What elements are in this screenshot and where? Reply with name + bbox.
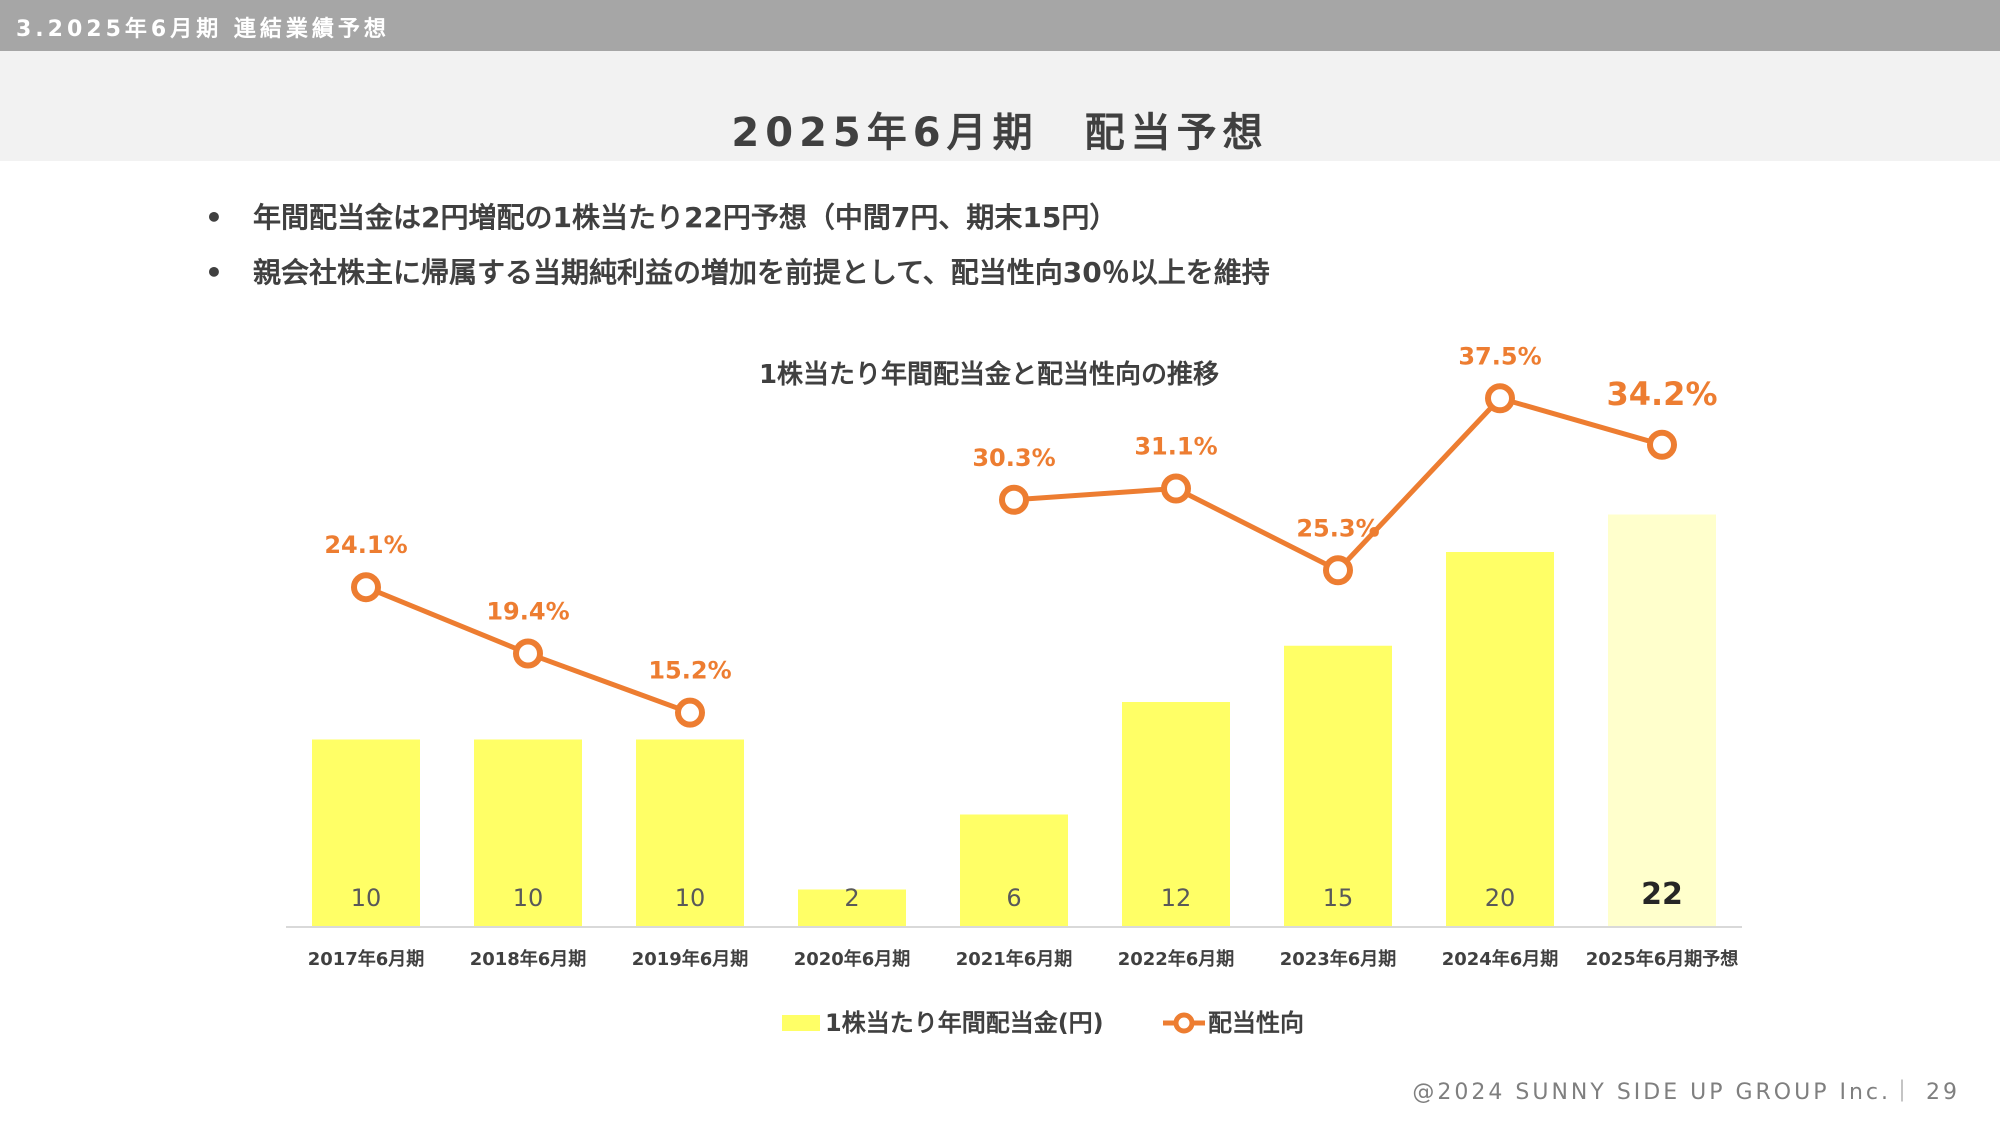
line-value-label: 19.4% <box>486 597 569 625</box>
category-label: 2018年6月期 <box>470 948 587 970</box>
bullet-dot: • <box>205 256 223 289</box>
line-point <box>675 697 705 728</box>
category-label: 2021年6月期 <box>956 948 1073 970</box>
page-number: 29 <box>1926 1080 1960 1105</box>
line-point <box>1161 473 1191 504</box>
line-value-label: 25.3% <box>1296 514 1379 542</box>
bar <box>1284 645 1392 927</box>
bar-value-label: 6 <box>1006 884 1021 912</box>
category-label: 2017年6月期 <box>308 948 425 970</box>
bar <box>312 739 420 927</box>
bar-value-label: 15 <box>1323 884 1354 912</box>
line-point <box>999 484 1029 515</box>
page-title: 2025年6月期 配当予想 <box>731 110 1269 156</box>
line-segment <box>365 584 529 656</box>
line-value-label: 30.3% <box>972 444 1055 472</box>
bar-value-label: 10 <box>675 884 706 912</box>
title-band <box>0 51 2000 161</box>
bar-value-label: 10 <box>351 884 382 912</box>
footer: @2024 SUNNY SIDE UP GROUP Inc.｜ 29 <box>1412 1074 1960 1106</box>
category-label: 2019年6月期 <box>632 948 749 970</box>
bullet-item: • 年間配当金は2円増配の1株当たり22円予想（中間7円、期末15円） <box>205 196 1117 236</box>
bar-value-label: 10 <box>513 884 544 912</box>
line-point <box>1485 383 1515 414</box>
category-label: 2022年6月期 <box>1118 948 1235 970</box>
legend-line-marker <box>1173 1012 1195 1034</box>
legend-bar-swatch <box>782 1015 820 1031</box>
category-label: 2025年6月期予想 <box>1586 948 1739 970</box>
line-segment <box>1013 485 1177 503</box>
bullet-text: 年間配当金は2円増配の1株当たり22円予想（中間7円、期末15円） <box>253 201 1118 234</box>
section-header-bar: 3.2025年6月期 連結業績予想 <box>0 0 2000 51</box>
bar <box>1122 702 1230 927</box>
legend-line-label: 配当性向 <box>1208 1009 1304 1037</box>
line-segment <box>1174 486 1340 573</box>
line-value-label: 37.5% <box>1458 342 1541 370</box>
bullet-item: • 親会社株主に帰属する当期純利益の増加を前提として、配当性向30％以上を維持 <box>205 251 1270 291</box>
bar-value-label: 12 <box>1161 884 1192 912</box>
category-label: 2023年6月期 <box>1280 948 1397 970</box>
bar <box>1608 514 1716 927</box>
line-value-label: 34.2% <box>1606 375 1717 413</box>
legend-bar-label: 1株当たり年間配当金(円) <box>825 1009 1104 1037</box>
line-value-label: 15.2% <box>648 657 731 685</box>
line-value-label: 24.1% <box>324 531 407 559</box>
bar <box>474 739 582 927</box>
category-label: 2024年6月期 <box>1442 948 1559 970</box>
bar-value-label: 2 <box>844 884 859 912</box>
chart-title: 1株当たり年間配当金と配当性向の推移 <box>759 359 1219 390</box>
bullet-dot: • <box>205 201 223 234</box>
bar-value-label: 20 <box>1485 884 1516 912</box>
line-segment <box>1499 395 1663 448</box>
line-point <box>1323 555 1353 586</box>
bar <box>798 889 906 927</box>
section-title: 3.2025年6月期 連結業績予想 <box>16 17 390 42</box>
bar <box>960 814 1068 927</box>
category-label: 2020年6月期 <box>794 948 911 970</box>
copyright: @2024 SUNNY SIDE UP GROUP Inc.｜ <box>1412 1080 1916 1105</box>
bar <box>1446 552 1554 927</box>
line-segment <box>527 651 691 716</box>
line-point <box>1647 429 1677 460</box>
bar-value-label: 22 <box>1641 877 1683 912</box>
line-point <box>351 572 381 603</box>
line-point <box>513 638 543 669</box>
line-segment <box>1336 396 1502 572</box>
line-value-label: 31.1% <box>1134 432 1217 460</box>
bar <box>636 739 744 927</box>
bullet-text: 親会社株主に帰属する当期純利益の増加を前提として、配当性向30％以上を維持 <box>253 256 1270 289</box>
